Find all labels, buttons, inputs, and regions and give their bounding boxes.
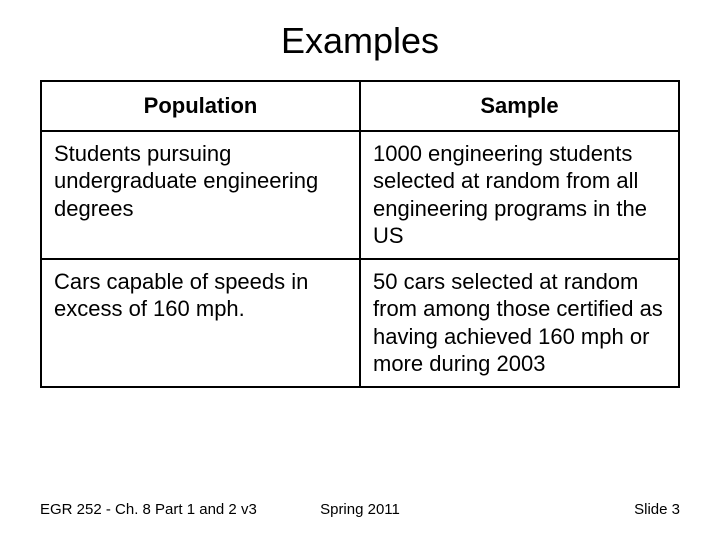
slide: Examples Population Sample Students purs… [0, 0, 720, 540]
col-header-sample: Sample [360, 81, 679, 131]
footer-right: Slide 3 [634, 501, 680, 518]
footer-left: EGR 252 - Ch. 8 Part 1 and 2 v3 [40, 501, 257, 518]
cell-population: Cars capable of speeds in excess of 160 … [41, 259, 360, 387]
cell-sample: 1000 engineering students selected at ra… [360, 131, 679, 259]
table-row: Students pursuing undergraduate engineer… [41, 131, 679, 259]
cell-population: Students pursuing undergraduate engineer… [41, 131, 360, 259]
page-title: Examples [40, 20, 680, 62]
table-header-row: Population Sample [41, 81, 679, 131]
table-row: Cars capable of speeds in excess of 160 … [41, 259, 679, 387]
col-header-population: Population [41, 81, 360, 131]
footer: EGR 252 - Ch. 8 Part 1 and 2 v3 Spring 2… [40, 501, 680, 518]
cell-sample: 50 cars selected at random from among th… [360, 259, 679, 387]
examples-table: Population Sample Students pursuing unde… [40, 80, 680, 388]
